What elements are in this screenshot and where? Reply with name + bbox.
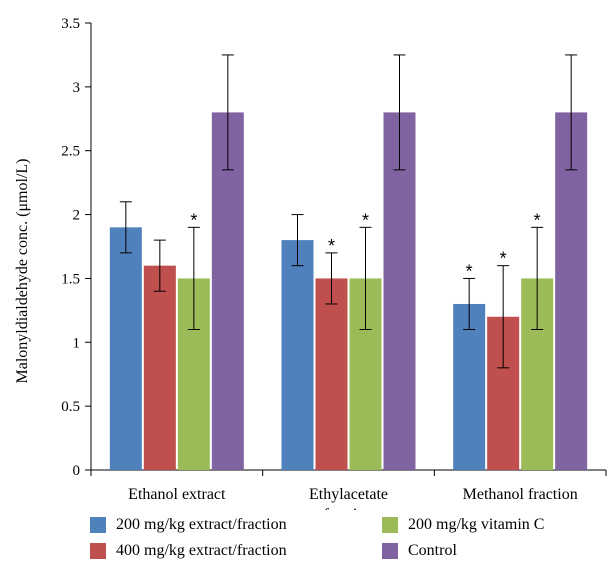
- legend-item-200-extract: 200 mg/kg extract/fraction: [90, 516, 287, 534]
- bar: [383, 112, 416, 471]
- y-tick-label: 1: [73, 335, 81, 351]
- y-tick-label: 0: [73, 463, 81, 479]
- significance-star: *: [500, 249, 507, 269]
- bar: [315, 278, 348, 470]
- y-tick-label: 0.5: [61, 399, 80, 415]
- bar: [453, 303, 486, 470]
- y-tick-label: 2: [73, 208, 81, 224]
- legend-label-control: Control: [408, 542, 457, 559]
- y-tick-label: 3.5: [61, 16, 80, 32]
- bar: [143, 265, 176, 470]
- legend-item-400-extract: 400 mg/kg extract/fraction: [90, 542, 287, 560]
- legend-label-vitamin-c: 200 mg/kg vitamin C: [408, 516, 545, 533]
- legend-item-control: Control: [382, 542, 457, 560]
- legend-label-200-extract: 200 mg/kg extract/fraction: [116, 516, 287, 533]
- x-category-label: Ethanol extract: [128, 486, 226, 503]
- x-axis: Ethanol extract Ethylacetate fraction Metha…: [90, 469, 607, 510]
- legend-swatch-vitamin-c: [382, 517, 398, 533]
- bar: [281, 240, 314, 470]
- bar: [109, 227, 142, 470]
- significance-star: *: [362, 210, 369, 230]
- error-bars: [119, 54, 578, 369]
- significance-star: *: [534, 210, 541, 230]
- y-tick-label: 1.5: [61, 271, 80, 287]
- legend-label-400-extract: 400 mg/kg extract/fraction: [116, 542, 287, 559]
- significance-star: *: [190, 210, 197, 230]
- bars: [109, 112, 588, 471]
- legend-swatch-control: [382, 543, 398, 559]
- legend-swatch-400-extract: [90, 543, 106, 559]
- y-tick-label: 3: [73, 80, 81, 96]
- y-axis-title: Malonyldialdehyde conc. (μmol/L): [14, 159, 31, 384]
- significance-star: *: [328, 236, 335, 256]
- x-category-label: Methanol fraction: [463, 486, 578, 503]
- bar: [555, 112, 588, 471]
- legend-swatch-200-extract: [90, 517, 106, 533]
- y-tick-label: 2.5: [61, 144, 80, 160]
- bar-chart: 0 0.5 1 1.5 2 2.5 3 3.5 Ethanol extract Ethylace…: [14, 16, 607, 510]
- legend-item-vitamin-c: 200 mg/kg vitamin C: [382, 516, 544, 534]
- bar: [211, 112, 244, 471]
- significance-star: *: [466, 261, 473, 281]
- legend: 200 mg/kg extract/fraction 200 mg/kg vit…: [90, 510, 610, 586]
- significance-markers: * * * * * *: [190, 210, 540, 281]
- x-category-label: fraction: [324, 506, 374, 510]
- y-axis: 0 0.5 1 1.5 2 2.5 3 3.5: [61, 16, 92, 479]
- x-category-label: Ethylacetate: [309, 486, 388, 503]
